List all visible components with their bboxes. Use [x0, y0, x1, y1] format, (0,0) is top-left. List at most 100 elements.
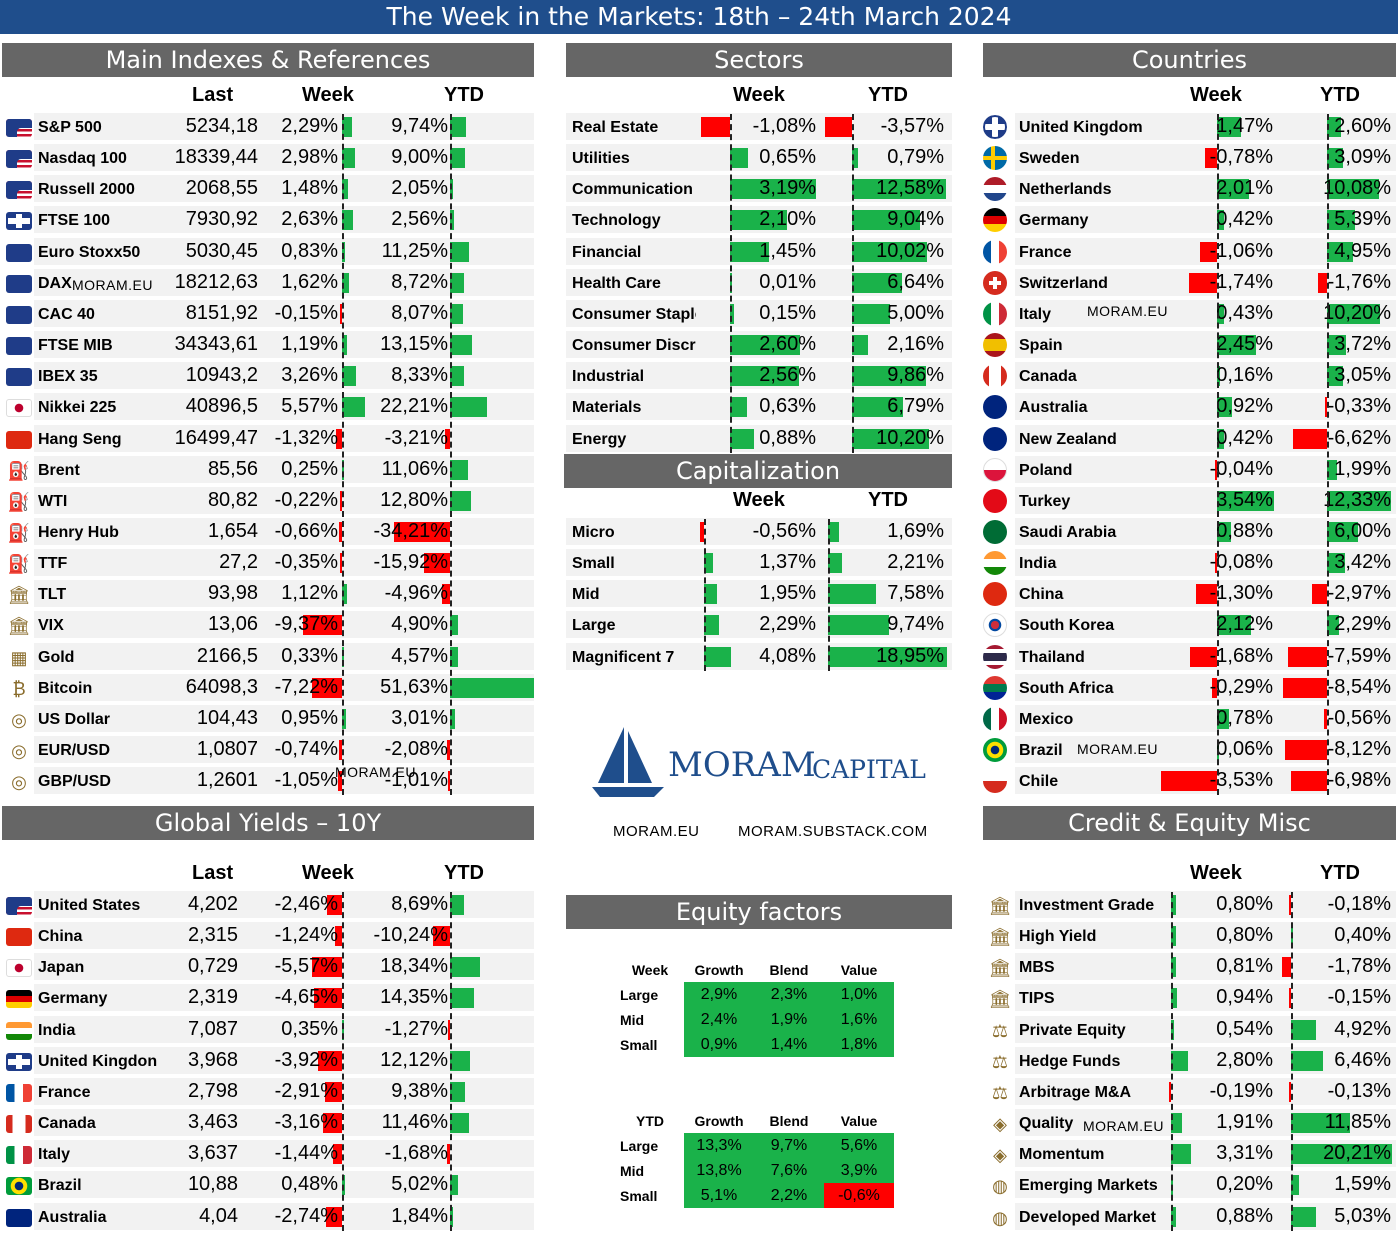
row-ytd: 11,46% [381, 1111, 448, 1134]
cn-flag [6, 430, 32, 449]
capitalization-title: Capitalization [564, 454, 952, 488]
row-ytd: -1,76% [1327, 270, 1391, 293]
row-week: -1,05% [274, 769, 338, 792]
table-row: Chile -3,53% -6,98% [983, 765, 1396, 796]
table-row: ◎ GBP/USD 1,2601 -1,05% -1,01% [2, 765, 534, 796]
logo-brand: MORAM [668, 745, 816, 785]
value-bar [342, 366, 356, 387]
value-bar [852, 303, 890, 324]
row-name: Emerging Markets [1019, 1177, 1157, 1195]
row-ytd: 12,80% [380, 488, 448, 511]
value-bar [852, 335, 869, 356]
value-bar [447, 1019, 450, 1040]
row-name: Private Equity [1019, 1021, 1126, 1039]
value-bar [450, 490, 472, 511]
ca-flag [6, 1115, 32, 1134]
row-week: -1,74% [1209, 270, 1273, 293]
watermark: MORAM.EU [1077, 741, 1158, 757]
row-week: -0,04% [1209, 457, 1273, 480]
row-week: 0,42% [1216, 208, 1273, 231]
row-ytd: 2,21% [887, 551, 944, 574]
oil-rig-icon: ⛽ [7, 491, 31, 512]
table-row: ⚖ Hedge Funds 2,80% 6,46% [983, 1045, 1396, 1076]
row-last: 7,087 [187, 1017, 238, 1040]
row-week: -2,91% [274, 1079, 338, 1102]
value-bar [312, 957, 342, 978]
row-week: 0,48% [281, 1173, 338, 1196]
link-moram-eu[interactable]: MORAM.EU [613, 823, 700, 840]
row-ytd: 51,63% [380, 675, 448, 698]
uk-flag [983, 115, 1007, 139]
table-row: Large 2,29% 9,74% [566, 609, 952, 640]
value-bar [342, 148, 355, 169]
row-last: 27,2 [219, 551, 258, 574]
oil-rig-icon: ⛽ [7, 522, 31, 543]
row-ytd: 0,40% [1334, 924, 1391, 947]
value-bar [1291, 1113, 1351, 1134]
row-week: 0,95% [281, 706, 338, 729]
row-ytd: -6,62% [1327, 426, 1391, 449]
ca-flag [983, 364, 1007, 389]
row-ytd: 4,95% [1334, 239, 1391, 262]
table-row: Communication 3,19% 12,58% [566, 173, 952, 204]
value-bar [852, 428, 929, 449]
col-blend: Blend [769, 961, 809, 978]
countries-header-week: Week [1190, 84, 1242, 106]
value-bar [1324, 708, 1327, 729]
table-row: Small 1,37% 2,21% [566, 547, 952, 578]
row-background [1015, 953, 1396, 981]
page-title: The Week in the Markets: 18th – 24th Mar… [0, 0, 1398, 34]
table-row: India 7,087 0,35% -1,27% [2, 1014, 534, 1045]
table-row: Consumer Staple 0,15% 5,00% [566, 298, 952, 329]
value-bar [1189, 272, 1217, 293]
moram-logo: MORAM CAPITAL [590, 725, 950, 805]
table-row: Large 2,9% 2,3% 1,0% [616, 982, 894, 1007]
row-week: 1,62% [281, 270, 338, 293]
row-week: -7,22% [274, 675, 338, 698]
row-name: Spain [1019, 337, 1063, 355]
value-bar [730, 303, 735, 324]
scale-icon: ⚖ [991, 1082, 1009, 1103]
table-row: ⛽ WTI 80,82 -0,22% 12,80% [2, 485, 534, 516]
row-name: Nasdaq 100 [38, 150, 127, 168]
table-row: New Zealand 0,42% -6,62% [983, 423, 1396, 454]
row-last: 1,2601 [196, 769, 258, 792]
row-name: WTI [38, 492, 68, 510]
value-bar [704, 615, 719, 636]
value-bar [450, 895, 465, 915]
row-week: 1,19% [281, 333, 338, 356]
axis-line [342, 114, 344, 796]
row-name: DAX [38, 274, 72, 292]
row-name: Brazil [1019, 742, 1063, 759]
value-bar [450, 148, 465, 169]
bank-icon: 🏛 [7, 616, 31, 637]
row-name: Australia [1019, 399, 1088, 417]
value-bar [730, 148, 748, 169]
link-moram-substack[interactable]: MORAM.SUBSTACK.COM [738, 823, 928, 840]
row-ytd: 8,72% [391, 270, 448, 293]
table-row: Micro -0,56% 1,69% [566, 516, 952, 547]
table-row: Consumer Discre 2,60% 2,16% [566, 329, 952, 360]
value-bar [852, 272, 902, 293]
value-bar [1327, 521, 1359, 542]
gold-icon: ▦ [10, 647, 28, 668]
row-ytd: 4,57% [391, 644, 448, 667]
bank-icon: 🏛 [988, 989, 1012, 1010]
value-bar [450, 241, 469, 262]
value-bar [1217, 117, 1241, 137]
row-week: 0,06% [1216, 738, 1273, 760]
main-header-last: Last [192, 84, 234, 106]
table-row: 🏛 MBS 0,81% -1,78% [983, 951, 1396, 982]
row-ytd: 18,34% [380, 955, 448, 978]
col-blend: Blend [769, 1112, 809, 1129]
value-bar [342, 210, 354, 231]
row-last: 3,463 [187, 1111, 238, 1134]
row-week: 0,80% [1216, 924, 1273, 947]
axis-line [828, 519, 830, 671]
row-week: 1,47% [1216, 115, 1273, 137]
row-ytd: 20,21% [1323, 1142, 1391, 1165]
bitcoin-icon: ₿ [12, 678, 26, 699]
row-week: -2,74% [274, 1204, 338, 1227]
us-flag [6, 181, 32, 200]
row-name: Brent [38, 461, 80, 479]
